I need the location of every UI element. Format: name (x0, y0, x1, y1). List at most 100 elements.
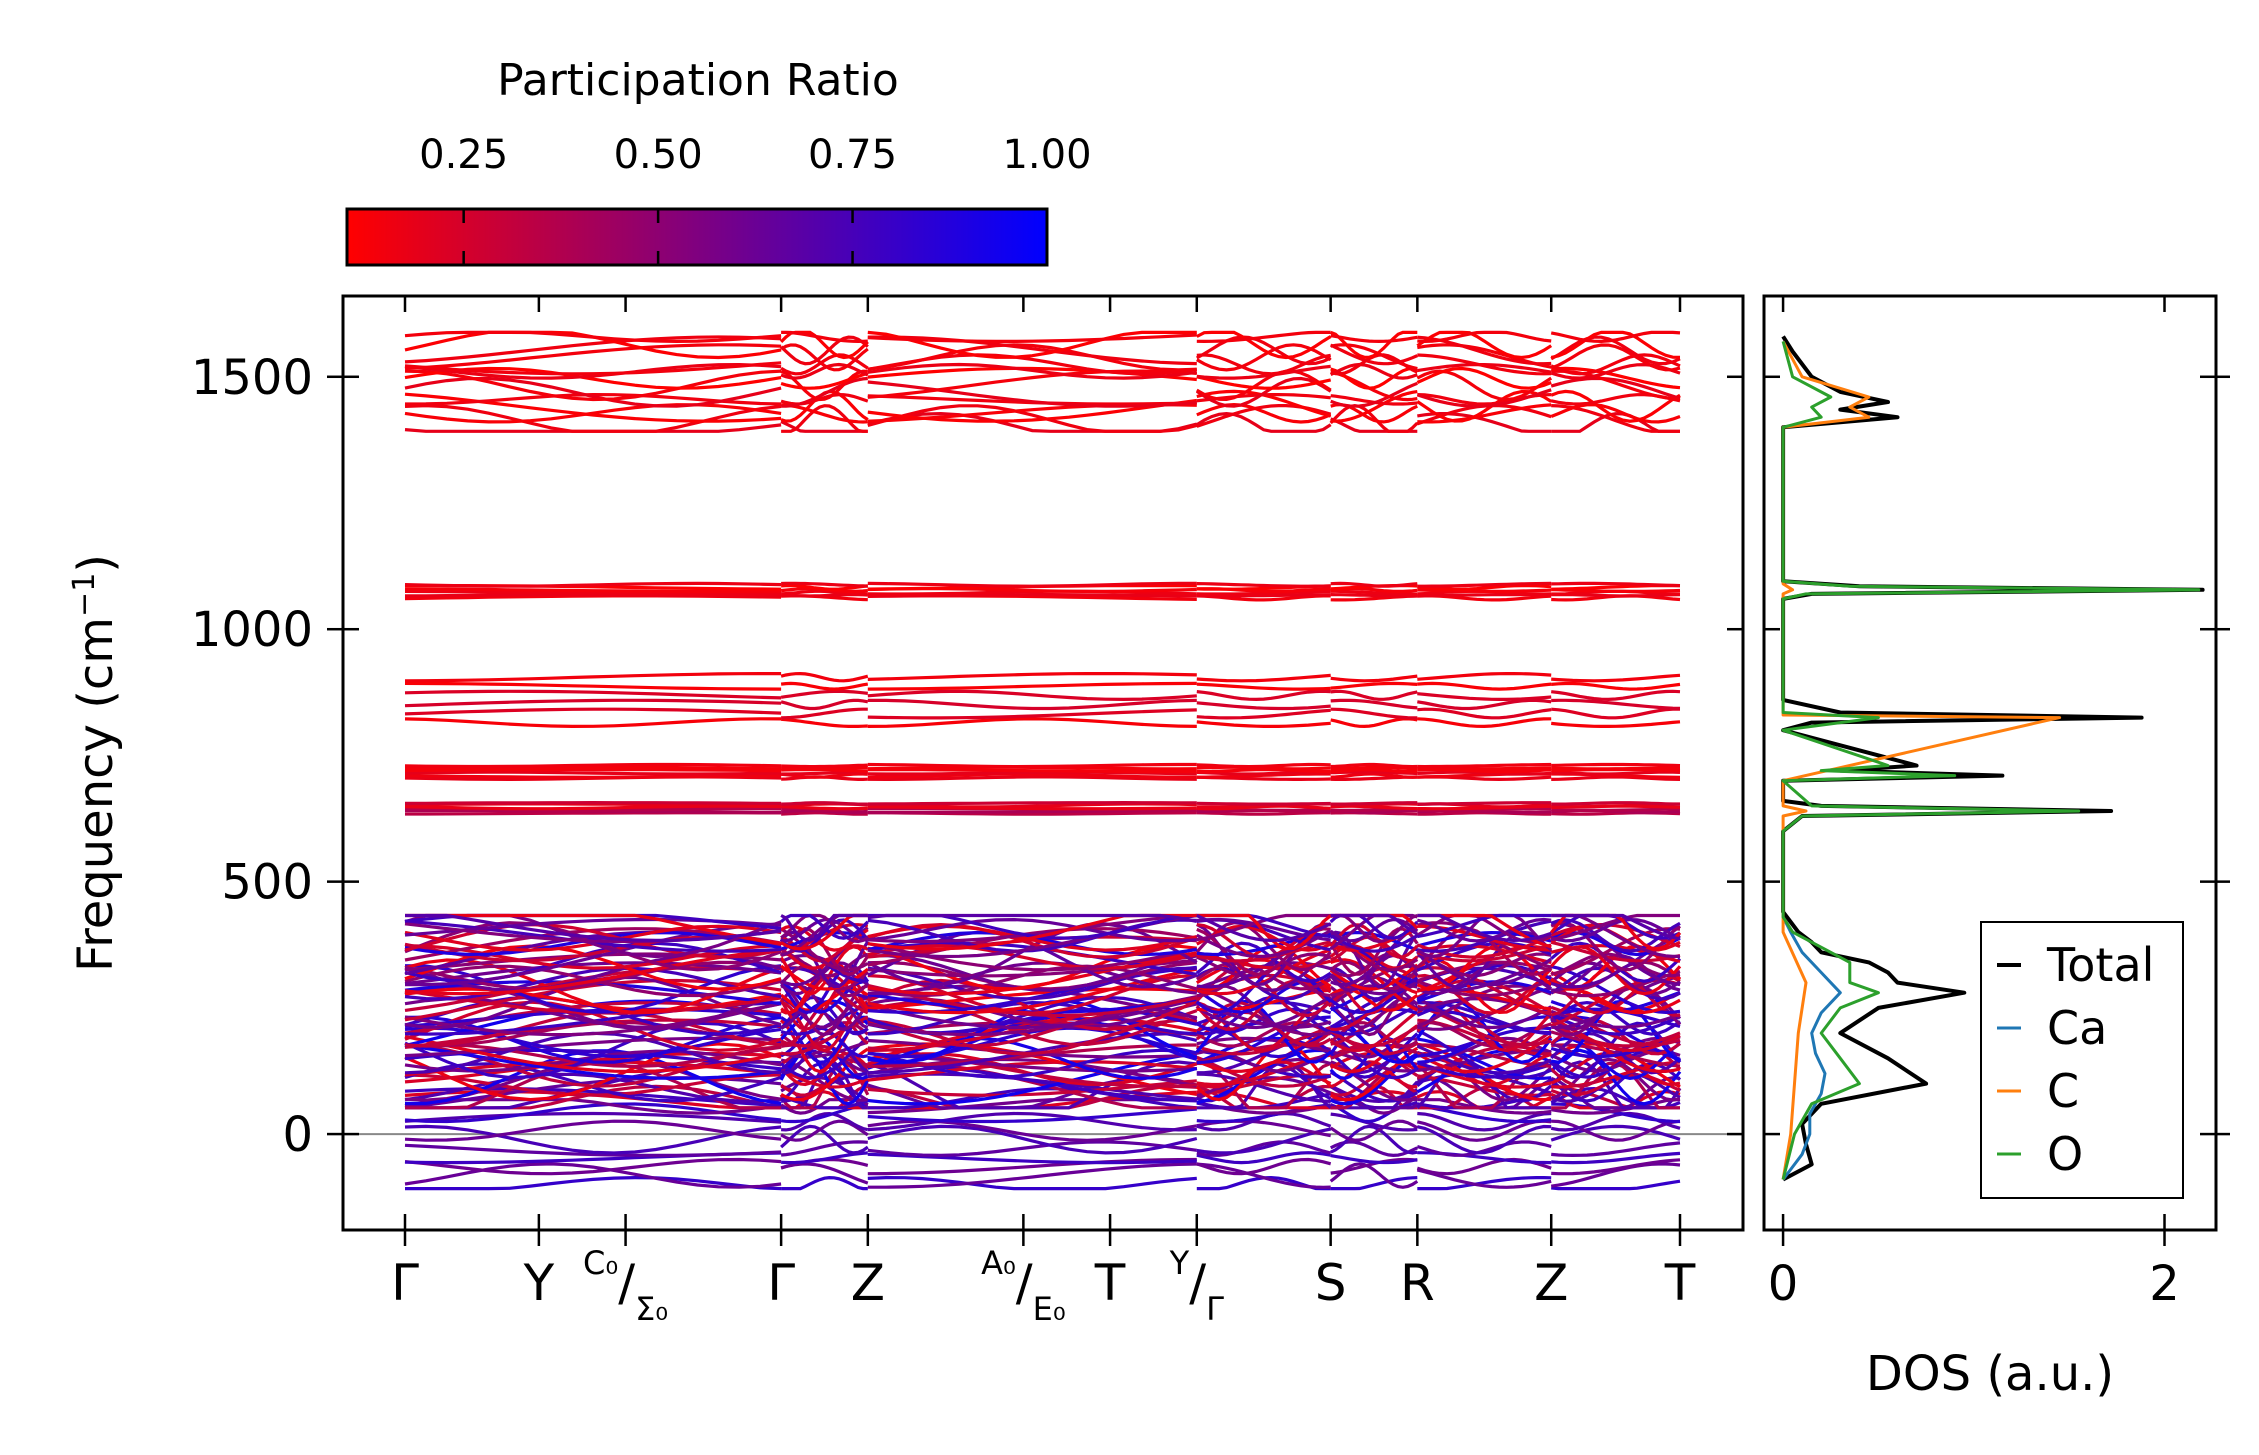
band-line (1329, 1031, 1419, 1080)
y-axis-label: Frequency (cm−1) (67, 554, 124, 972)
band-line (781, 589, 868, 596)
band-line (1550, 353, 1681, 376)
band-line (404, 1111, 782, 1124)
band-line (1330, 772, 1418, 779)
band-line (1195, 958, 1332, 992)
band-line (867, 924, 1198, 952)
kpoint-label: T (1094, 1254, 1126, 1312)
kpoint-label: Y/Γ (1169, 1244, 1224, 1328)
band-line (1417, 581, 1552, 588)
band-line (781, 766, 868, 771)
band-line (781, 583, 868, 591)
band-line (867, 581, 1197, 588)
band-line (1417, 412, 1552, 433)
band-line (1417, 717, 1552, 729)
band-line (780, 1162, 869, 1185)
band-line (1330, 698, 1418, 710)
band-line (404, 1143, 782, 1158)
band-line (867, 1175, 1197, 1191)
band-line (1330, 767, 1418, 774)
band-line (1330, 589, 1418, 596)
y-tick-label: 1000 (191, 602, 313, 658)
band-line (781, 1175, 868, 1191)
band-line (1551, 689, 1681, 702)
band-line (1551, 762, 1681, 768)
band-line (1417, 801, 1552, 806)
band-line (1416, 996, 1553, 1030)
band-line (1417, 762, 1552, 769)
band-line (781, 763, 868, 769)
band-line (404, 1034, 782, 1074)
band-line (1196, 986, 1331, 1037)
band-line (1329, 403, 1419, 433)
band-line (404, 581, 782, 588)
kpoint-label: Z (851, 1254, 885, 1312)
band-line (1417, 588, 1552, 594)
band-line (780, 671, 869, 683)
band-line (1417, 330, 1552, 344)
band-line (1196, 801, 1331, 806)
band-line (1195, 963, 1332, 1015)
band-line (1196, 1072, 1331, 1103)
kpoint-label: R (1400, 1254, 1435, 1312)
band-line (1196, 1021, 1332, 1048)
band-line (1195, 411, 1332, 433)
band-line (780, 1094, 869, 1110)
y-tick-label: 0 (282, 1107, 313, 1163)
band-line (781, 1111, 869, 1132)
band-line (781, 717, 868, 729)
band-line (1550, 917, 1681, 943)
dos-x-axis-label: DOS (a.u.) (1866, 1346, 2114, 1402)
band-line (1196, 1140, 1332, 1157)
band-line (867, 1111, 1197, 1132)
kpoint-label: Y (523, 1254, 555, 1312)
band-line (780, 369, 868, 402)
band-line (780, 944, 869, 970)
band-line (404, 689, 782, 700)
y-axis-label-sup: −1 (67, 573, 102, 617)
band-line (1551, 698, 1681, 710)
dos-series-o (1781, 341, 2201, 1180)
y-axis-label-end: ) (68, 554, 124, 573)
band-line (405, 922, 782, 987)
band-line (1551, 673, 1681, 683)
band-line (1416, 366, 1552, 390)
band-line (404, 1073, 782, 1097)
band-line (1550, 913, 1680, 942)
band-line (404, 1119, 782, 1142)
band-line (1417, 698, 1552, 711)
band-line (780, 927, 869, 972)
band-line (1195, 369, 1332, 402)
band-line (867, 913, 1197, 944)
band-line (1196, 1157, 1332, 1176)
band-line (1550, 1000, 1681, 1036)
band-line (781, 805, 868, 811)
band-line (780, 1062, 869, 1103)
band-line (1416, 1124, 1552, 1155)
band-line (780, 1140, 868, 1157)
band-line (1550, 330, 1681, 359)
band-line (1330, 958, 1419, 1012)
band-line (867, 953, 1198, 992)
band-line (867, 800, 1197, 806)
band-line (404, 330, 782, 344)
band-line (404, 681, 782, 691)
band-line (404, 361, 782, 376)
band-line (1416, 944, 1553, 991)
band-plot-frame (341, 294, 1745, 1232)
band-line (867, 362, 1197, 380)
band-line (1196, 364, 1331, 380)
band-line (867, 698, 1197, 711)
band-line (867, 944, 1198, 970)
band-line (1330, 330, 1418, 359)
band-line (781, 772, 868, 779)
band-line (1551, 913, 1681, 941)
dos-x-tick-label: 0 (1768, 1256, 1799, 1312)
band-line (404, 362, 782, 380)
band-line (1196, 402, 1332, 424)
band-line (404, 343, 782, 371)
band-line (1416, 1034, 1553, 1074)
band-line (1330, 1124, 1418, 1155)
band-line (781, 376, 868, 408)
band-line (1550, 940, 1681, 963)
